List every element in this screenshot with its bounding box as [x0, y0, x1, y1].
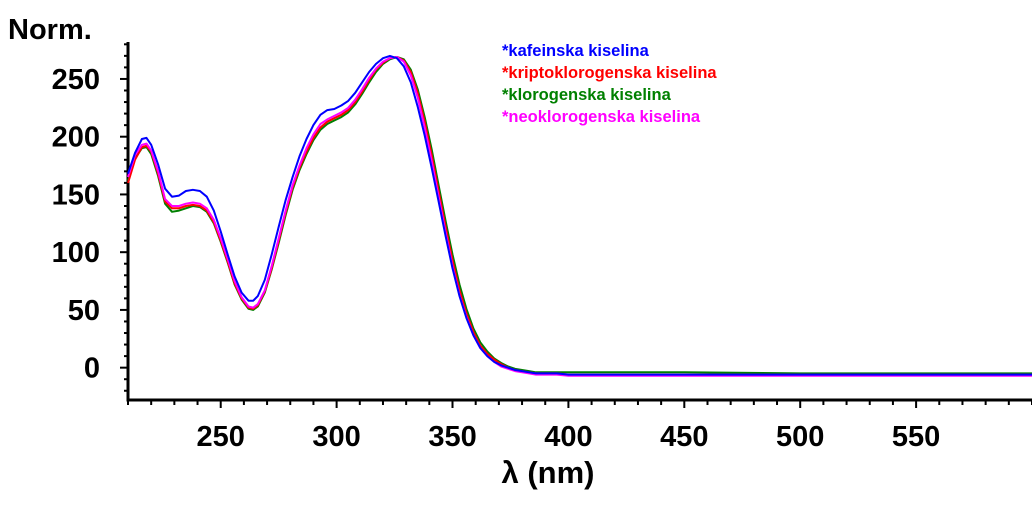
x-tick-label: 350 [428, 421, 476, 453]
x-tick-label: 550 [892, 421, 940, 453]
y-tick-label: 50 [68, 295, 100, 327]
legend-entry-kriptoklorogenska: *kriptoklorogenska kiselina [502, 64, 717, 82]
legend-entry-klorogenska: *klorogenska kiselina [502, 86, 671, 104]
x-tick-label: 400 [544, 421, 592, 453]
x-tick-label: 250 [197, 421, 245, 453]
series-line-3 [127, 56, 1032, 377]
legend: *kafeinska kiselina *kriptoklorogenska k… [502, 40, 717, 128]
series-lines [127, 54, 1032, 377]
series-line-0 [127, 54, 1032, 376]
y-tick-label: 250 [52, 64, 100, 96]
legend-entry-neoklorogenska: *neoklorogenska kiselina [502, 108, 701, 126]
x-axis-label: λ (nm) [501, 455, 595, 490]
x-tick-label: 500 [776, 421, 824, 453]
legend-entry-kafeinska: *kafeinska kiselina [502, 42, 649, 60]
x-tick-label: 450 [660, 421, 708, 453]
y-tick-label: 150 [52, 179, 100, 211]
axes [120, 42, 1032, 408]
y-tick-label: 200 [52, 122, 100, 154]
x-tick-label: 300 [312, 421, 360, 453]
tick-labels: 0 50 100 150 200 250 250 300 350 400 450 500 550 [52, 64, 941, 453]
y-tick-label: 100 [52, 237, 100, 269]
y-axis-label: Norm. [8, 14, 92, 46]
y-tick-label: 0 [84, 353, 100, 385]
